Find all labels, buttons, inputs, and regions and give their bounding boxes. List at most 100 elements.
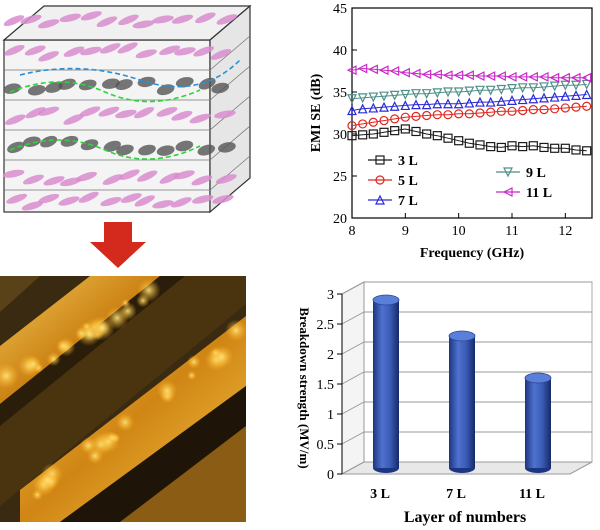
graphene-sheet	[156, 145, 175, 156]
pink-flake	[159, 172, 180, 184]
pink-flake	[134, 107, 155, 119]
blue-network-line	[19, 59, 241, 88]
graphene-sheet	[45, 81, 63, 93]
legend-label: 7 L	[398, 194, 418, 209]
bd-bar-body	[449, 336, 475, 468]
emi-point-9l	[560, 80, 571, 91]
pink-flake	[99, 43, 121, 54]
graphene-sheet	[175, 76, 194, 88]
graphene-sheet	[218, 142, 236, 153]
micrograph-glint	[118, 302, 137, 321]
emi-point-9l	[549, 81, 560, 92]
filler-flakes	[2, 11, 241, 211]
pink-flake	[22, 174, 44, 185]
pink-flake	[59, 13, 82, 23]
emi-point-5l	[454, 109, 464, 119]
emi-point-11l	[399, 67, 410, 78]
emi-legend-item-5l: 5 L	[368, 174, 418, 189]
emi-legend-item-9l: 9 L	[496, 166, 546, 181]
legend-marker	[503, 167, 513, 178]
emi-point-5l	[496, 106, 506, 116]
emi-point-3l	[358, 130, 368, 140]
legend-label: 5 L	[398, 174, 418, 189]
emi-point-9l	[443, 87, 453, 98]
emi-point-3l	[400, 124, 410, 134]
emi-point-9l	[453, 87, 464, 98]
legend-label: 11 L	[526, 186, 552, 201]
emi-series-7l	[347, 89, 592, 116]
emi-series-group	[346, 63, 592, 156]
emi-point-9l	[357, 93, 368, 104]
bd-y-tick-label: 1	[327, 408, 334, 423]
emi-point-9l	[485, 85, 496, 96]
pink-flake	[171, 110, 193, 121]
emi-point-9l	[496, 84, 507, 95]
graphene-sheet	[138, 144, 156, 156]
bd-x-tick-label: 11 L	[519, 487, 545, 502]
emi-point-5l	[582, 101, 592, 111]
bd-gridline	[341, 431, 592, 445]
emi-point-11l	[357, 63, 368, 74]
pink-flake	[137, 170, 158, 182]
emi-point-9l	[539, 82, 549, 93]
pink-flake	[38, 106, 60, 116]
pink-flake	[75, 171, 97, 182]
graphene-sheet	[175, 140, 194, 152]
bd-y-tick-label: 0	[327, 468, 334, 483]
legend-label: 3 L	[398, 154, 418, 169]
emi-point-7l	[443, 98, 453, 109]
legend-marker	[375, 175, 385, 185]
emi-x-tick-label: 11	[505, 224, 518, 239]
emi-point-3l	[539, 142, 549, 153]
emi-point-5l	[368, 117, 378, 127]
emi-point-7l	[421, 99, 432, 110]
emi-point-5l	[475, 108, 485, 118]
emi-point-3l	[368, 129, 378, 139]
emi-y-tick-label: 20	[333, 212, 347, 227]
emi-point-9l	[421, 89, 432, 100]
bd-bar-top	[448, 330, 476, 342]
emi-line-9l	[351, 83, 587, 100]
emi-point-11l	[517, 71, 528, 82]
emi-point-11l	[538, 71, 549, 82]
pink-flake	[2, 169, 25, 178]
emi-point-9l	[528, 83, 539, 94]
pink-flake	[4, 114, 26, 125]
emi-point-7l	[368, 102, 379, 113]
emi-point-3l	[379, 127, 389, 137]
emi-x-ticks: 8 9 10 11 12	[349, 213, 572, 239]
emi-series-3l	[347, 124, 592, 156]
pink-flake	[119, 169, 140, 180]
emi-point-11l	[421, 69, 432, 80]
emi-point-7l	[560, 90, 571, 101]
pink-flake	[78, 191, 99, 203]
emi-point-9l	[507, 84, 517, 94]
legend-marker	[502, 187, 513, 197]
emi-point-7l	[507, 95, 517, 106]
pink-flake	[215, 174, 237, 184]
emi-point-3l	[390, 126, 400, 136]
emi-point-11l	[506, 71, 517, 82]
pink-flake	[115, 109, 137, 119]
micrograph-glint	[74, 327, 89, 341]
bd-bar-7l	[448, 330, 476, 473]
pink-flake	[159, 45, 181, 56]
emi-point-9l	[411, 89, 421, 100]
pink-flake	[120, 193, 142, 203]
emi-point-5l	[432, 110, 442, 120]
breakdown-strength-chart: 0 0.5 1 1.5 2 2.5 3 3 L 7 L 11 L Breakdown stren…	[297, 281, 593, 526]
emi-point-3l	[550, 143, 560, 153]
pink-flake	[3, 15, 25, 27]
emi-point-5l	[486, 107, 496, 117]
bd-y-ticks: 0 0.5 1 1.5 2 2.5 3	[317, 288, 343, 483]
emi-point-11l	[527, 71, 538, 82]
emi-point-3l	[422, 129, 432, 139]
green-network-line	[9, 139, 201, 160]
pink-flake	[20, 14, 42, 25]
emi-point-3l	[507, 141, 517, 151]
emi-point-9l	[347, 94, 357, 105]
emi-series-11l	[346, 63, 592, 83]
pink-flake	[6, 193, 28, 204]
emi-point-5l	[400, 112, 410, 122]
pink-flake	[192, 195, 214, 204]
